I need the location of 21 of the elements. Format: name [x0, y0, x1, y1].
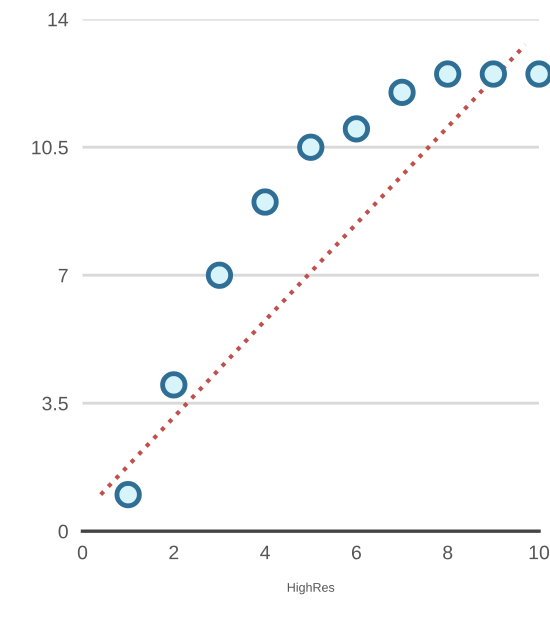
x-tick-label: 2: [169, 546, 178, 560]
point: [480, 60, 507, 88]
point: [342, 115, 370, 143]
point: [114, 481, 142, 508]
x-tick-label: 8: [443, 546, 452, 560]
y-tick-label: 14: [48, 12, 68, 26]
y-tick-label: 10.5: [32, 140, 68, 154]
x-axis-title: HighRes: [288, 582, 334, 594]
point: [160, 371, 188, 399]
point: [297, 134, 324, 161]
point: [251, 188, 279, 216]
point: [388, 78, 416, 106]
y-tick-label: 7: [58, 268, 68, 282]
x-tick-label: 10: [530, 546, 550, 560]
y-tick-label: 3.5: [42, 396, 68, 410]
point: [206, 262, 234, 289]
point: [434, 60, 462, 88]
y-tick-label: 0: [58, 524, 68, 538]
x-tick-label: 4: [260, 546, 270, 560]
x-tick-label: 0: [78, 546, 88, 560]
x-tick-label: 6: [352, 546, 361, 560]
